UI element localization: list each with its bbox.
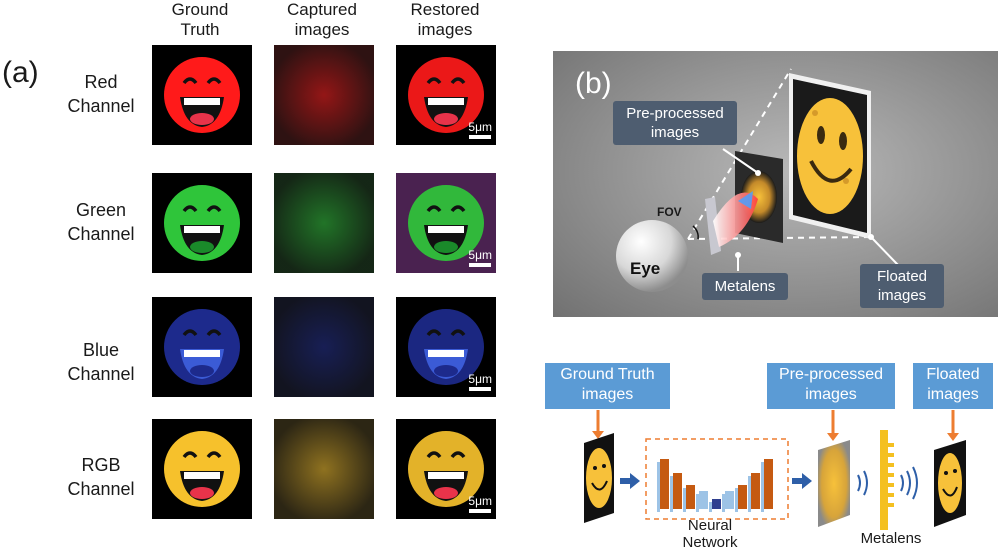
nn-layer-bar-side [735,488,738,512]
tile-blue-ground-truth [152,297,252,397]
metalens-plate-icon [705,197,721,255]
tile-rgb-ground-truth [152,419,252,519]
row-label-blue: Blue Channel [67,340,135,384]
nn-layer-bar-side [748,476,751,512]
nn-layer-bar-side [657,462,660,512]
eye-label: Eye [630,259,661,278]
metalens-icon [880,430,894,530]
scale-bar-line [469,509,492,513]
scale-bar-line [469,263,492,267]
nn-layer-bar [686,485,695,509]
tile-green-restored: 5μm [396,173,496,273]
scale-bar: 5μm [468,249,492,267]
tile-blue-restored: 5μm [396,297,496,397]
nn-layer-bar [764,459,773,509]
row-label-green: Green Channel [67,200,135,244]
scale-bar-label: 5μm [468,248,492,262]
tile-rgb-restored: 5μm [396,419,496,519]
scale-bar: 5μm [468,373,492,391]
box-preprocessed: Pre-processed images [767,363,895,409]
scale-bar-label: 5μm [468,372,492,386]
fov-label: FOV [657,205,682,219]
neural-network-label: Neural Network [682,517,738,551]
nn-layer-bar [660,459,669,509]
column-header-restored: Restored images [410,0,480,39]
column-header-ground-truth: Ground Truth [171,0,229,39]
tile-blue-captured [274,297,374,397]
scale-bar: 5μm [468,121,492,139]
neural-network-icon [657,459,773,512]
nn-layer-bar [738,485,747,509]
nn-layer-bar [751,473,760,509]
nn-layer-bar-side [761,462,764,512]
floated-small-face-icon [934,440,966,527]
scale-bar-line [469,387,492,391]
scale-bar-line [469,135,492,139]
nn-layer-bar [725,491,734,509]
nn-layer-bar [699,491,708,509]
nn-layer-bar-side [722,494,725,512]
callout-metalens: Metalens [702,273,788,300]
tile-red-captured [274,45,374,145]
scale-bar-label: 5μm [468,120,492,134]
nn-layer-bar [712,499,721,509]
tile-red-restored: 5μm [396,45,496,145]
callout-floated: Floated images [860,264,944,308]
pipeline-diagram [584,410,966,530]
display-scene: (b) Pre-processed images FOV Eye Metalen… [553,51,998,317]
scale-bar-label: 5μm [468,494,492,508]
nn-layer-bar-side [696,494,699,512]
panel-a-tag: (a) [2,56,39,89]
tile-red-ground-truth [152,45,252,145]
tile-green-ground-truth [152,173,252,273]
box-ground-truth: Ground Truth images [545,363,670,409]
column-header-captured: Captured images [287,0,357,39]
box-floated: Floated images [913,363,993,409]
metalens-label: Metalens [860,530,922,547]
row-label-red: Red Channel [67,72,135,116]
row-label-rgb: RGB Channel [67,455,135,499]
floated-face-icon [797,98,863,214]
preprocessed-face-icon [818,440,850,527]
ground-truth-face-icon [584,433,614,523]
nn-layer-bar-side [683,488,686,512]
nn-layer-bar-side [670,476,673,512]
callout-preprocessed: Pre-processed images [613,101,737,145]
tile-rgb-captured [274,419,374,519]
tile-green-captured [274,173,374,273]
scale-bar: 5μm [468,495,492,513]
panel-b-tag: (b) [575,67,612,100]
eye-icon [616,220,688,292]
nn-layer-bar-side [709,502,712,512]
nn-layer-bar [673,473,682,509]
